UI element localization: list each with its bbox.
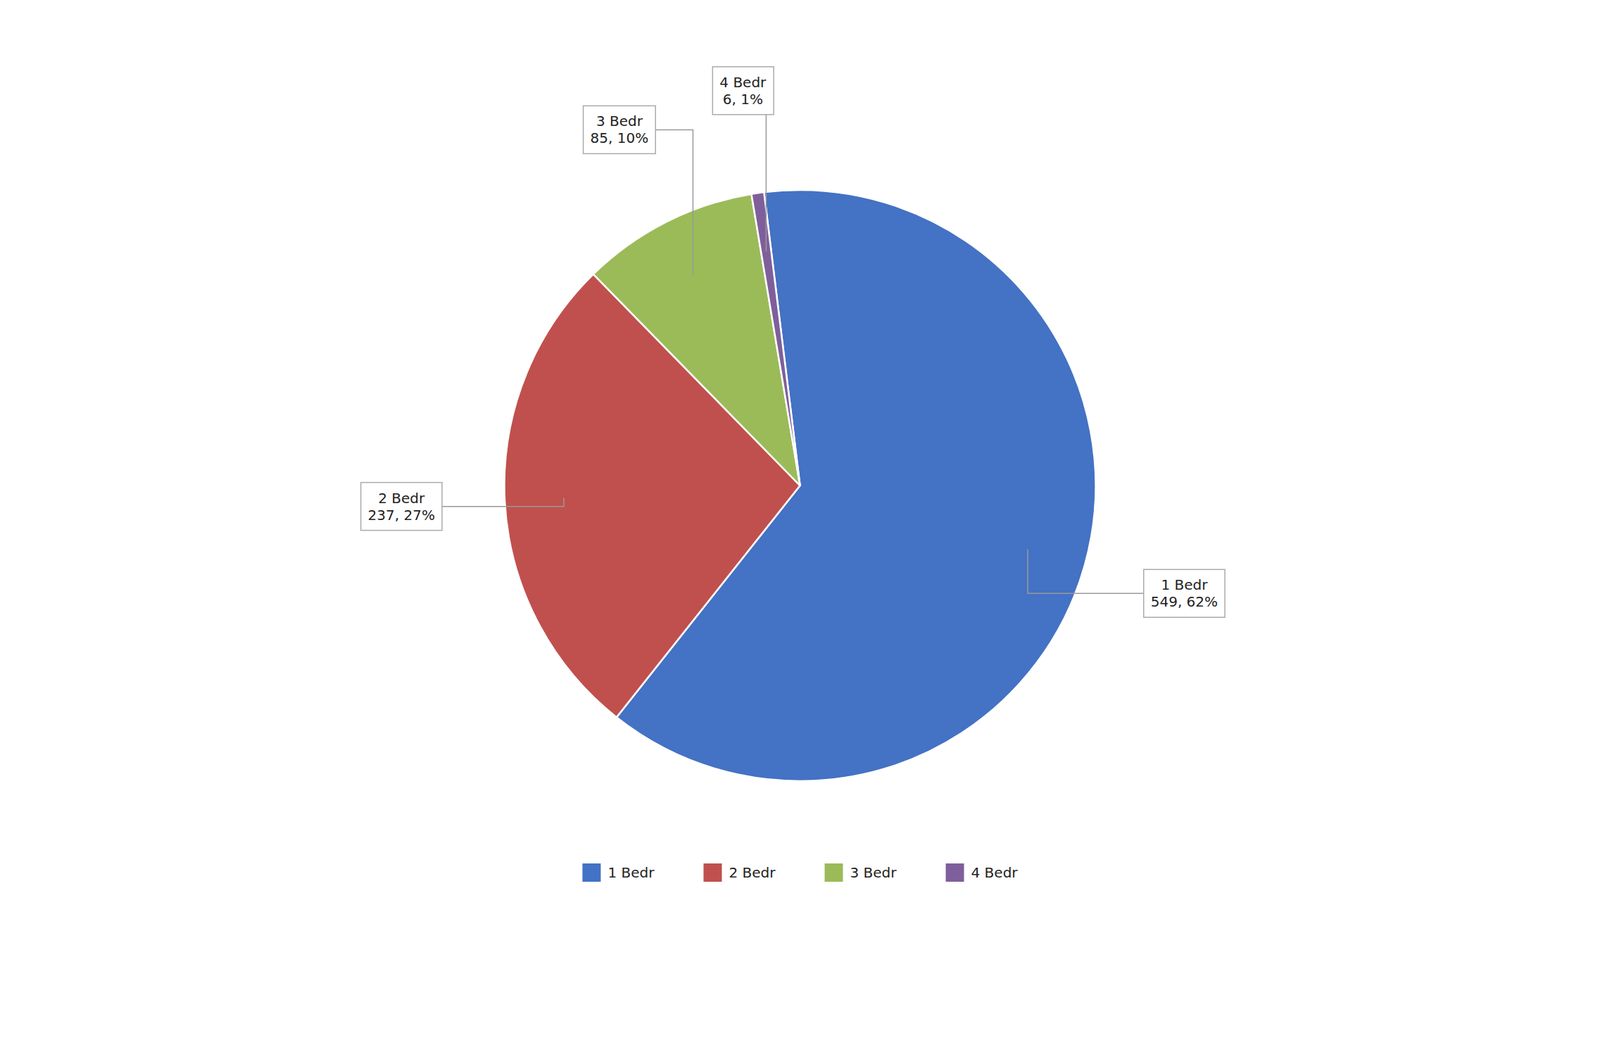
annotation-box bbox=[712, 66, 774, 115]
pie bbox=[504, 190, 1096, 782]
legend-item: 3 Bedr bbox=[824, 863, 898, 883]
annotation-box bbox=[583, 105, 657, 154]
legend-label: 3 Bedr bbox=[850, 864, 898, 882]
chart: 1 Bedr549, 62% 2 Bedr237, 27% 3 Bedr85, 10… bbox=[0, 0, 1600, 1064]
annotation-text: 4 Bedr6, 1% bbox=[719, 73, 767, 108]
annotation-box bbox=[1143, 569, 1225, 618]
legend-item: 1 Bedr bbox=[582, 863, 655, 883]
annotation-text: 3 Bedr85, 10% bbox=[590, 112, 650, 147]
legend-swatch bbox=[946, 863, 965, 883]
annotation: 1 Bedr549, 62% bbox=[1027, 549, 1225, 618]
legend: 1 Bedr 2 Bedr 3 Bedr 4 Bedr bbox=[582, 863, 1018, 883]
legend-label: 1 Bedr bbox=[607, 864, 655, 882]
annotation-text: 1 Bedr549, 62% bbox=[1150, 576, 1218, 611]
annotation-text: 2 Bedr237, 27% bbox=[368, 489, 436, 524]
annotation-box bbox=[361, 482, 443, 531]
legend-item: 2 Bedr bbox=[703, 863, 776, 883]
legend-label: 4 Bedr bbox=[971, 864, 1019, 882]
background bbox=[0, 0, 1600, 1064]
annotation: 3 Bedr85, 10% bbox=[583, 105, 694, 275]
legend-swatch bbox=[703, 863, 722, 883]
legend-label: 2 Bedr bbox=[728, 864, 776, 882]
legend-item: 4 Bedr bbox=[946, 863, 1019, 883]
legend-swatch bbox=[824, 863, 844, 883]
annotation: 4 Bedr6, 1% bbox=[712, 66, 774, 253]
annotations: 1 Bedr549, 62% 2 Bedr237, 27% 3 Bedr85, 10… bbox=[361, 66, 1225, 618]
annotation: 2 Bedr237, 27% bbox=[361, 482, 564, 531]
legend-swatch bbox=[582, 863, 601, 883]
pie-slice bbox=[751, 192, 800, 486]
